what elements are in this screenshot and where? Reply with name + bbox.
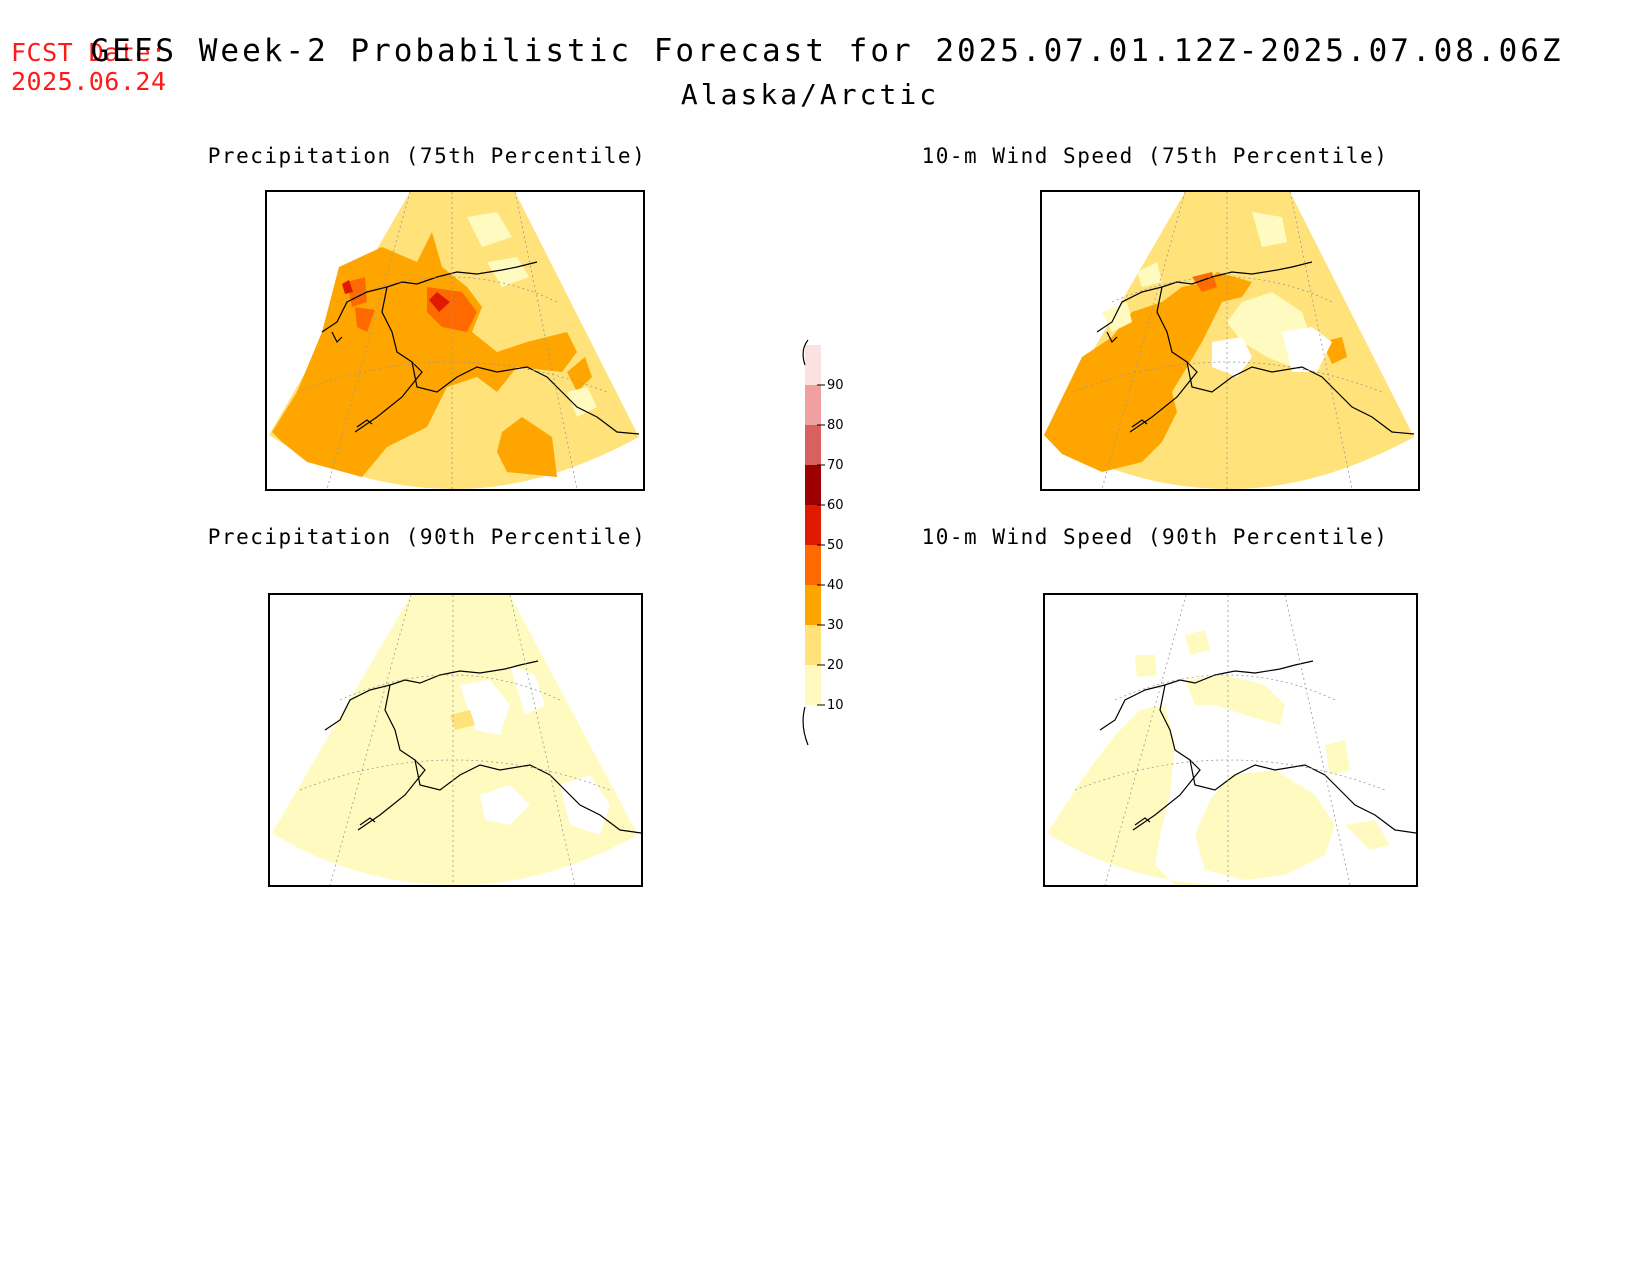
legend-swatch-8 — [805, 385, 821, 425]
legend-label-30: 30 — [827, 618, 844, 633]
legend-swatch-6 — [805, 465, 821, 505]
forecast-date-block: FCST Date: 2025.06.24 — [11, 38, 167, 96]
forecast-date-label: FCST Date: — [11, 38, 167, 67]
legend-swatch-4 — [805, 545, 821, 585]
page-title: GEFS Week-2 Probabilistic Forecast for 2… — [90, 33, 1564, 69]
panel-title-precip-90: Precipitation (90th Percentile) — [207, 525, 647, 549]
legend-label-10: 10 — [827, 698, 844, 713]
map-precip-90 — [268, 593, 643, 887]
legend-label-80: 80 — [827, 418, 844, 433]
panel-title-wind-75: 10-m Wind Speed (75th Percentile) — [921, 144, 1389, 168]
legend-label-20: 20 — [827, 658, 844, 673]
legend-swatch-3 — [805, 585, 821, 625]
legend-swatch-5 — [805, 505, 821, 545]
color-legend: 10 20 30 40 50 60 70 80 90 — [802, 339, 844, 746]
forecast-date-value: 2025.06.24 — [11, 67, 167, 96]
map-wind-90 — [1043, 593, 1418, 887]
legend-label-70: 70 — [827, 458, 844, 473]
legend-swatch-9 — [805, 345, 821, 385]
panel-title-precip-75: Precipitation (75th Percentile) — [207, 144, 647, 168]
legend-swatch-1 — [805, 665, 821, 705]
legend-bottom-cap — [802, 706, 809, 746]
legend-label-60: 60 — [827, 498, 844, 513]
legend-top-cap — [802, 339, 809, 366]
region-title: Alaska/Arctic — [680, 78, 940, 111]
legend-label-50: 50 — [827, 538, 844, 553]
panel-title-wind-90: 10-m Wind Speed (90th Percentile) — [921, 525, 1389, 549]
legend-label-90: 90 — [827, 378, 844, 393]
map-precip-75 — [265, 190, 645, 491]
legend-swatch-7 — [805, 425, 821, 465]
map-wind-75 — [1040, 190, 1420, 491]
legend-label-40: 40 — [827, 578, 844, 593]
legend-swatch-2 — [805, 625, 821, 665]
